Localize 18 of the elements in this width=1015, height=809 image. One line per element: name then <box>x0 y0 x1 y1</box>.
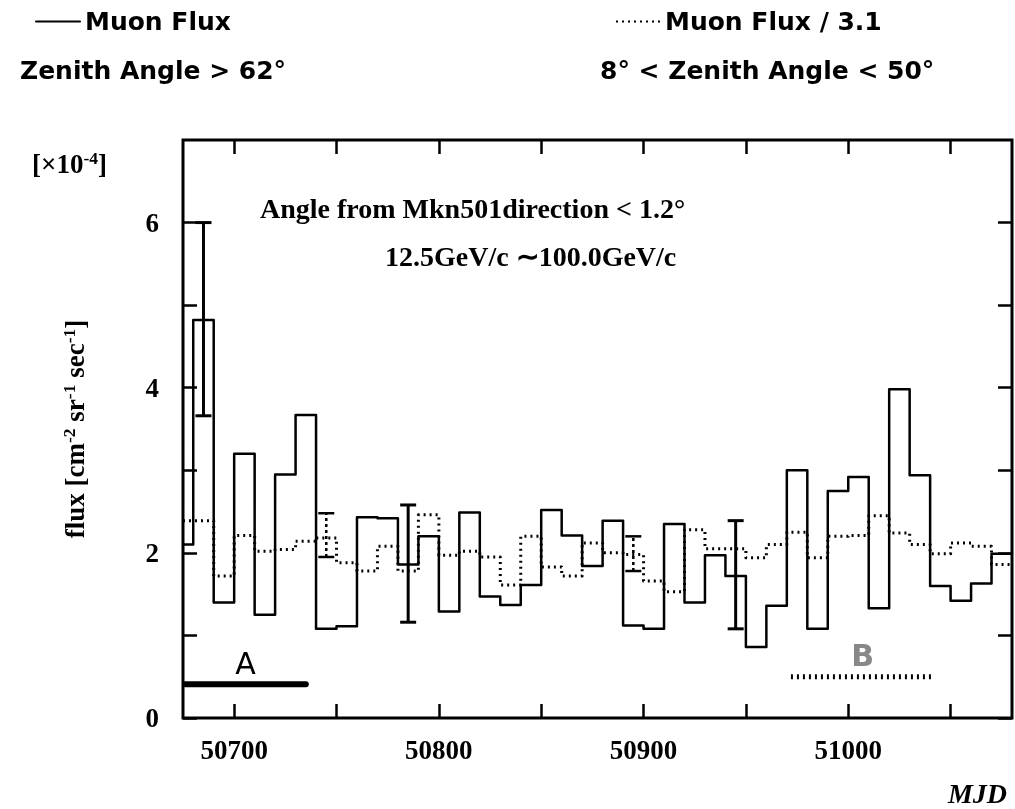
x-tick-label: 51000 <box>814 734 882 765</box>
y-tick-label: 0 <box>145 703 159 733</box>
legend-label: Muon Flux <box>85 7 231 36</box>
annotation: 12.5GeV/c ∼100.0GeV/c <box>385 240 677 272</box>
x-axis-title: MJD <box>946 777 1008 809</box>
text: 8° < Zenith Angle < 50° <box>600 55 935 85</box>
y-axis-title: flux [cm-2 sr-1 sec-1] <box>58 319 91 539</box>
x-tick-label: 50800 <box>405 734 473 765</box>
x-tick-label: 50900 <box>609 734 678 765</box>
x-tick-label: 50700 <box>200 734 268 765</box>
annotation: Angle from Mkn501direction < 1.2° <box>260 192 686 224</box>
series-label: B <box>851 638 875 674</box>
y-tick-label: 4 <box>145 372 159 403</box>
legend-label: Muon Flux / 3.1 <box>665 7 882 36</box>
series-label: A <box>235 645 257 681</box>
y-tick-label: 6 <box>145 207 159 238</box>
text: Zenith Angle > 62° <box>20 55 287 85</box>
y-tick-label: 2 <box>145 537 159 568</box>
